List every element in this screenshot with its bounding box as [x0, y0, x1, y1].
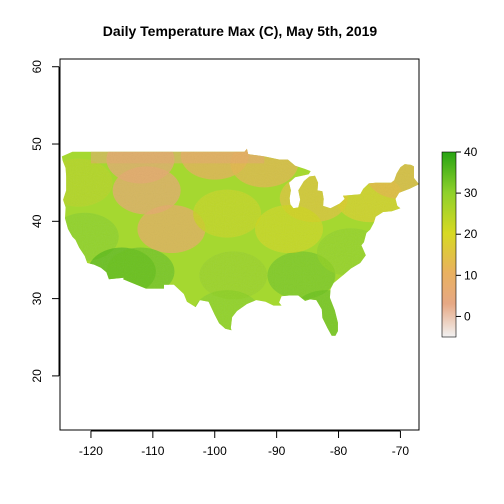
temperature-region: [316, 228, 385, 277]
x-tick-label: -100: [203, 444, 227, 458]
x-tick-label: -70: [392, 444, 410, 458]
x-axis: -120 -110 -100 -90 -80 -70: [79, 430, 410, 458]
temperature-region: [366, 150, 420, 199]
temperature-region: [199, 251, 268, 300]
temperature-region: [255, 205, 324, 254]
colorbar-gradient: [441, 151, 457, 338]
temperature-region: [193, 189, 262, 238]
colorbar-tick-label: 30: [464, 186, 478, 200]
temperature-region: [292, 290, 361, 336]
colorbar-tick-label: 20: [464, 227, 478, 241]
chart-title: Daily Temperature Max (C), May 5th, 2019: [103, 23, 378, 39]
colorbar-tick-label: 40: [464, 145, 478, 159]
y-tick-label: 30: [30, 292, 44, 306]
y-tick-label: 60: [30, 60, 44, 74]
temperature-region: [267, 251, 336, 300]
y-axis: 20 30 40 50 60: [30, 60, 60, 383]
x-tick-label: -110: [141, 444, 164, 458]
y-tick-label: 20: [30, 369, 44, 383]
temperature-region: [193, 290, 262, 336]
colorbar-tick-label: 10: [464, 268, 478, 282]
x-tick-label: -120: [79, 444, 103, 458]
temperature-region: [137, 205, 206, 254]
plot-frame: [59, 58, 420, 431]
x-tick-label: -80: [330, 444, 348, 458]
colorbar: 0 10 20 30 40: [441, 145, 478, 338]
temperature-region: [106, 247, 175, 296]
temperature-region: [61, 158, 113, 207]
colorbar-tick-label: 0: [464, 309, 471, 323]
y-tick-label: 50: [30, 137, 44, 151]
temperature-region: [112, 166, 181, 215]
northern-cool-band: [90, 148, 265, 164]
x-tick-label: -90: [268, 444, 286, 458]
y-tick-label: 40: [30, 214, 44, 228]
